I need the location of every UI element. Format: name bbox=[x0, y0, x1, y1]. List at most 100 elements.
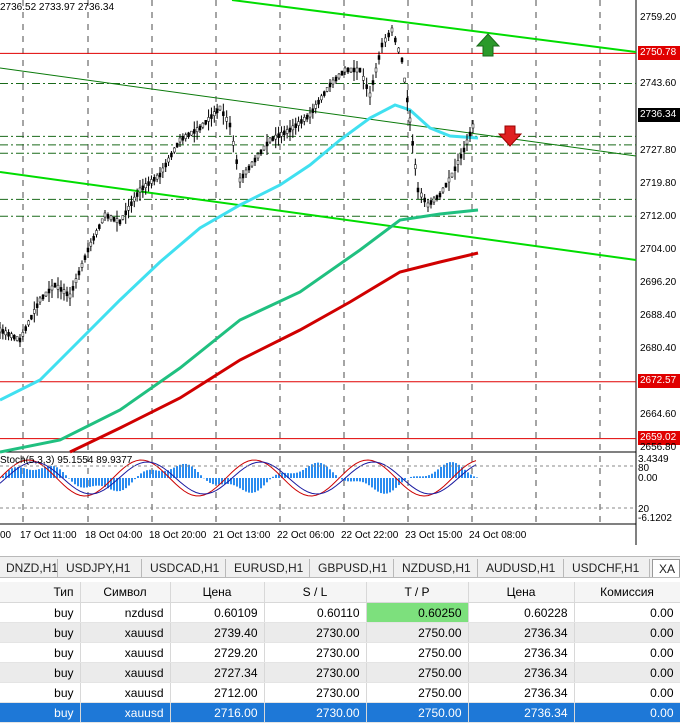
candle-body bbox=[268, 137, 272, 143]
table-row-selected[interactable]: buy xauusd 2716.00 2730.00 2750.00 2736.… bbox=[0, 702, 680, 723]
stoch-bar bbox=[185, 463, 187, 478]
cell-sl[interactable]: 2730.00 bbox=[264, 702, 367, 723]
tab-eurusd[interactable]: EURUSD,H1 bbox=[228, 559, 310, 577]
price-tick: 2696.20 bbox=[640, 277, 677, 288]
stoch-bar bbox=[413, 476, 415, 478]
column-header-current-price[interactable]: Цена bbox=[468, 582, 575, 603]
candle-body bbox=[0, 327, 2, 333]
stoch-bar bbox=[455, 463, 457, 478]
stoch-bar bbox=[467, 472, 469, 478]
table-row[interactable]: buy nzdusd 0.60109 0.60110 0.60250 0.602… bbox=[0, 602, 680, 623]
column-header-symbol[interactable]: Символ bbox=[80, 582, 171, 603]
table-row[interactable]: buy xauusd 2729.20 2730.00 2750.00 2736.… bbox=[0, 642, 680, 663]
stoch-bar bbox=[5, 472, 7, 478]
stoch-bar bbox=[359, 478, 361, 482]
tab-xauusd[interactable]: XA bbox=[652, 559, 680, 577]
candle-body bbox=[371, 80, 375, 85]
candle-body bbox=[349, 67, 353, 73]
tab-usdcad[interactable]: USDCAD,H1 bbox=[144, 559, 226, 577]
price-chart[interactable]: 2736.52 2733.97 2736.34 Stoch(5,3,3) 95.… bbox=[0, 0, 680, 545]
table-row[interactable]: buy xauusd 2727.34 2730.00 2750.00 2736.… bbox=[0, 662, 680, 683]
stoch-bar bbox=[416, 476, 418, 478]
candle-body bbox=[408, 117, 412, 123]
stoch-bar bbox=[473, 476, 475, 478]
cell-tp[interactable]: 2750.00 bbox=[366, 662, 469, 683]
column-header-sl[interactable]: S / L bbox=[264, 582, 367, 603]
stoch-bar bbox=[419, 476, 421, 478]
candle-body bbox=[244, 169, 248, 175]
candle-body bbox=[387, 32, 390, 38]
candle-body bbox=[103, 212, 107, 218]
candle-body bbox=[305, 114, 309, 120]
current-price-label: 2736.34 bbox=[638, 108, 680, 122]
column-header-tp[interactable]: T / P bbox=[366, 582, 469, 603]
price-tick: 2712.00 bbox=[640, 211, 677, 222]
candle-body bbox=[95, 230, 98, 235]
candle-body bbox=[18, 337, 22, 343]
stoch-bar bbox=[275, 474, 277, 478]
stoch-bar bbox=[218, 478, 220, 485]
tab-usdjpy[interactable]: USDJPY,H1 bbox=[60, 559, 142, 577]
stoch-bar bbox=[176, 466, 178, 478]
stoch-bar bbox=[38, 469, 40, 478]
cell-tp[interactable]: 2750.00 bbox=[366, 702, 469, 723]
stoch-main-line bbox=[0, 459, 477, 497]
stoch-bar bbox=[293, 473, 295, 478]
candle-body bbox=[141, 185, 145, 191]
candle-body bbox=[124, 210, 127, 216]
arrow-up-icon bbox=[475, 33, 501, 57]
tab-nzdusd[interactable]: NZDUSD,H1 bbox=[396, 559, 478, 577]
cell-sl[interactable]: 2730.00 bbox=[264, 642, 367, 663]
orders-table: Тип Символ Цена S / L T / P Цена Комисси… bbox=[0, 582, 680, 723]
table-row[interactable]: buy xauusd 2739.40 2730.00 2750.00 2736.… bbox=[0, 622, 680, 643]
candle-body bbox=[265, 141, 269, 147]
cell-current-price: 2736.34 bbox=[468, 622, 575, 643]
stoch-bar bbox=[464, 469, 466, 478]
stoch-bar bbox=[173, 467, 175, 478]
column-header-commission[interactable]: Комиссия bbox=[574, 582, 680, 603]
column-header-type[interactable]: Тип bbox=[0, 582, 81, 603]
candle-body bbox=[414, 164, 417, 169]
stoch-bar bbox=[272, 476, 274, 478]
stoch-bar bbox=[332, 472, 334, 478]
candle-body bbox=[250, 161, 254, 167]
stoch-bar bbox=[2, 475, 4, 478]
cell-sl[interactable]: 0.60110 bbox=[264, 602, 367, 623]
stoch-bar bbox=[434, 471, 436, 478]
tab-usdchf[interactable]: USDCHF,H1 bbox=[566, 559, 650, 577]
tab-audusd[interactable]: AUDUSD,H1 bbox=[480, 559, 564, 577]
stoch-bar bbox=[14, 467, 16, 478]
stoch-bar bbox=[179, 464, 181, 478]
stoch-bar bbox=[452, 462, 454, 478]
cell-tp[interactable]: 2750.00 bbox=[366, 622, 469, 643]
candle-body bbox=[127, 206, 130, 211]
stoch-bar bbox=[113, 478, 115, 491]
stoch-bar bbox=[152, 469, 154, 478]
candle-body bbox=[173, 147, 176, 153]
trend-line-channel bbox=[0, 67, 637, 157]
cell-sl[interactable]: 2730.00 bbox=[264, 682, 367, 703]
candle-body bbox=[213, 111, 216, 116]
stoch-bar bbox=[374, 478, 376, 490]
ohlc-readout: 2736.52 2733.97 2736.34 bbox=[0, 2, 114, 13]
cell-commission: 0.00 bbox=[574, 602, 680, 623]
tab-gbpusd[interactable]: GBPUSD,H1 bbox=[312, 559, 394, 577]
stoch-bar bbox=[389, 478, 391, 493]
chart-canvas[interactable] bbox=[0, 0, 680, 545]
cell-sl[interactable]: 2730.00 bbox=[264, 622, 367, 643]
stoch-bar bbox=[353, 478, 355, 482]
cell-commission: 0.00 bbox=[574, 682, 680, 703]
cell-tp[interactable]: 0.60250 bbox=[366, 602, 469, 623]
candle-body bbox=[241, 173, 245, 179]
candle-body bbox=[328, 82, 332, 88]
column-header-price[interactable]: Цена bbox=[170, 582, 265, 603]
cell-sl[interactable]: 2730.00 bbox=[264, 662, 367, 683]
candle-body bbox=[161, 167, 165, 173]
stoch-bar bbox=[233, 478, 235, 486]
table-row[interactable]: buy xauusd 2712.00 2730.00 2750.00 2736.… bbox=[0, 682, 680, 703]
stoch-bar bbox=[404, 478, 406, 480]
tab-dnzd[interactable]: DNZD,H1 bbox=[0, 559, 58, 577]
cell-tp[interactable]: 2750.00 bbox=[366, 682, 469, 703]
stoch-bar bbox=[428, 475, 430, 478]
cell-tp[interactable]: 2750.00 bbox=[366, 642, 469, 663]
